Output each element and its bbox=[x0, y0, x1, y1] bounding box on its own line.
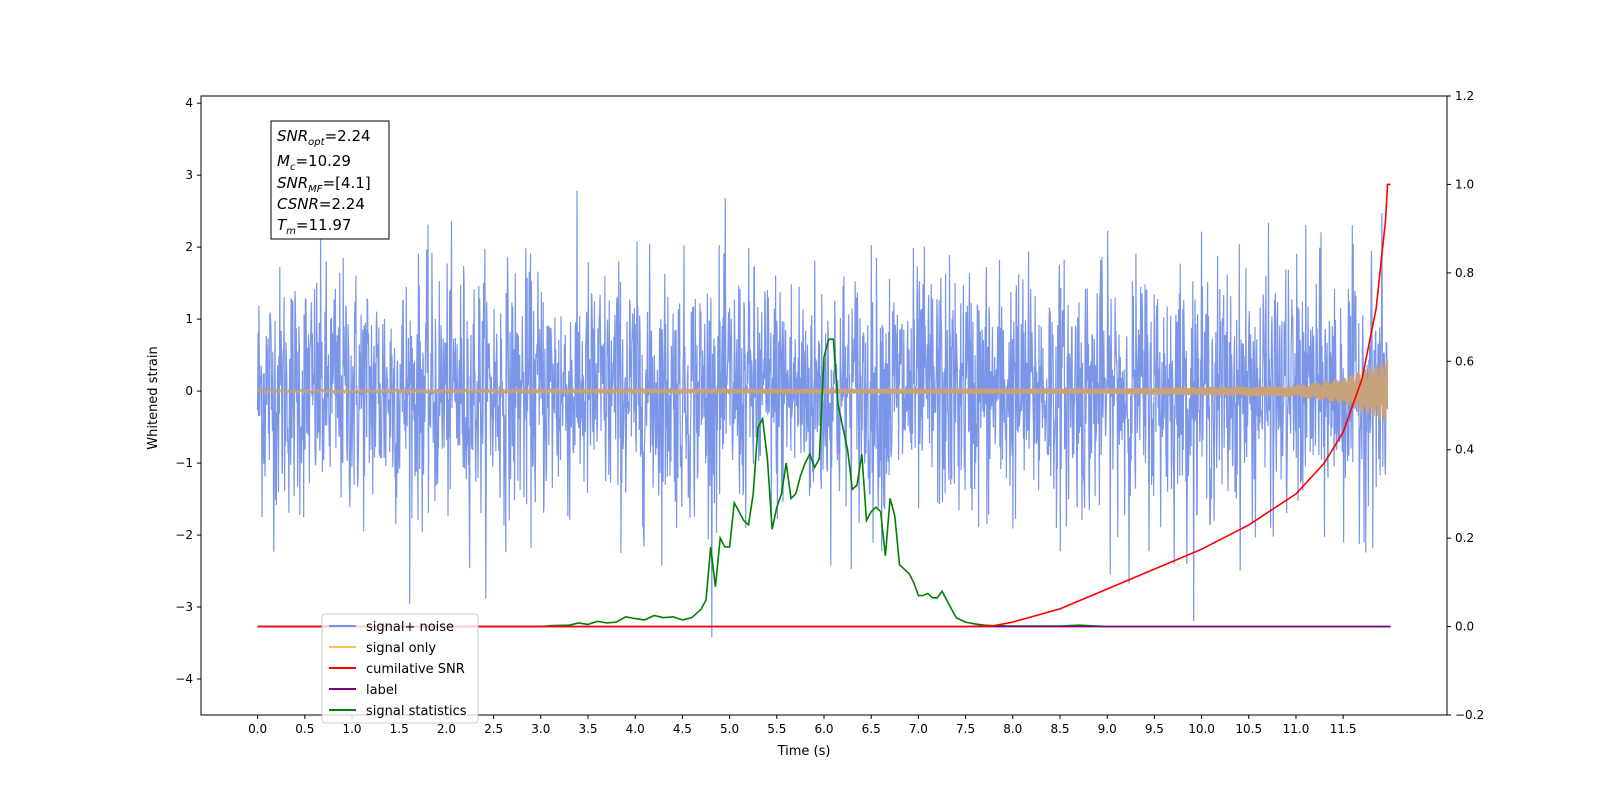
x-axis-ticks: 0.0 0.5 1.0 1.5 2.0 2.5 3.0 3.5 4.0 4.5 5.0 5.5 6.0 6… bbox=[248, 715, 1357, 736]
legend-label-signal-only: signal only bbox=[366, 641, 436, 656]
x-axis-label: Time (s) bbox=[777, 744, 831, 759]
y-left-tick-label: −4 bbox=[175, 672, 193, 686]
annotation-tm: Tm=11.97 bbox=[277, 216, 351, 237]
y-axis-right-ticks: 1.2 1.0 0.8 0.6 0.4 0.2 0.0 −0.2 bbox=[1447, 89, 1484, 722]
y-right-tick-label: 0.4 bbox=[1455, 443, 1474, 457]
x-tick-label: 10.0 bbox=[1188, 722, 1215, 736]
x-tick-label: 1.5 bbox=[390, 722, 409, 736]
x-tick-label: 2.5 bbox=[484, 722, 503, 736]
y-left-tick-label: −1 bbox=[175, 456, 193, 470]
cumilative-snr-line bbox=[257, 183, 1391, 628]
y-left-tick-label: 0 bbox=[185, 384, 193, 398]
annotation-mc: Mc=10.29 bbox=[277, 152, 351, 173]
annotation-snr-opt: SNRopt=2.24 bbox=[277, 127, 371, 148]
x-tick-label: 1.0 bbox=[342, 722, 361, 736]
x-tick-label: 9.0 bbox=[1098, 722, 1117, 736]
y-right-tick-label: 1.2 bbox=[1455, 89, 1474, 103]
y-right-tick-label: 0.0 bbox=[1455, 620, 1474, 634]
y-left-tick-label: 2 bbox=[185, 240, 193, 254]
x-tick-label: 6.0 bbox=[814, 722, 833, 736]
x-tick-label: 0.5 bbox=[295, 722, 314, 736]
y-right-tick-label: 0.2 bbox=[1455, 531, 1474, 545]
signal-statistics-line bbox=[257, 338, 1391, 628]
x-tick-label: 11.0 bbox=[1283, 722, 1310, 736]
legend: signal+ noise signal only cumilative SNR… bbox=[321, 613, 479, 724]
annotation-csnr: CSNR=2.24 bbox=[277, 195, 365, 213]
y-left-tick-label: 4 bbox=[185, 96, 193, 110]
x-tick-label: 3.5 bbox=[578, 722, 597, 736]
series-signal-plus-noise bbox=[257, 190, 1389, 638]
annotation-box: SNRopt=2.24 Mc=10.29 SNRMF=[4.1] CSNR=2.… bbox=[270, 120, 390, 240]
signal-plus-noise-line bbox=[257, 190, 1389, 638]
y-right-tick-label: 1.0 bbox=[1455, 177, 1474, 191]
x-tick-label: 9.5 bbox=[1145, 722, 1164, 736]
y-axis-label-left: Whitened strain bbox=[146, 346, 161, 449]
x-tick-label: 4.0 bbox=[626, 722, 645, 736]
y-right-tick-label: 0.8 bbox=[1455, 266, 1474, 280]
annotation-snr-mf: SNRMF=[4.1] bbox=[277, 174, 371, 195]
y-right-tick-label: 0.6 bbox=[1455, 354, 1474, 368]
y-left-tick-label: −3 bbox=[175, 600, 193, 614]
y-axis-left-ticks: 4 3 2 1 0 −1 −2 −3 −4 bbox=[175, 96, 201, 686]
legend-label-signal-plus-noise: signal+ noise bbox=[366, 620, 454, 635]
legend-label-signal-statistics: signal statistics bbox=[366, 704, 467, 719]
x-tick-label: 4.5 bbox=[673, 722, 692, 736]
x-tick-label: 5.0 bbox=[720, 722, 739, 736]
x-tick-label: 3.0 bbox=[531, 722, 550, 736]
x-tick-label: 5.5 bbox=[767, 722, 786, 736]
x-tick-label: 8.0 bbox=[1003, 722, 1022, 736]
legend-label-label: label bbox=[366, 683, 397, 698]
y-right-tick-label: −0.2 bbox=[1455, 708, 1484, 722]
y-left-tick-label: −2 bbox=[175, 528, 193, 542]
x-tick-label: 6.5 bbox=[862, 722, 881, 736]
y-left-tick-label: 1 bbox=[185, 312, 193, 326]
x-tick-label: 8.5 bbox=[1050, 722, 1069, 736]
x-tick-label: 11.5 bbox=[1330, 722, 1357, 736]
x-tick-label: 7.5 bbox=[956, 722, 975, 736]
x-tick-label: 7.0 bbox=[909, 722, 928, 736]
x-tick-label: 2.0 bbox=[437, 722, 456, 736]
y-left-tick-label: 3 bbox=[185, 168, 193, 182]
x-tick-label: 0.0 bbox=[248, 722, 267, 736]
legend-label-cumilative-snr: cumilative SNR bbox=[366, 662, 465, 677]
x-tick-label: 10.5 bbox=[1235, 722, 1262, 736]
